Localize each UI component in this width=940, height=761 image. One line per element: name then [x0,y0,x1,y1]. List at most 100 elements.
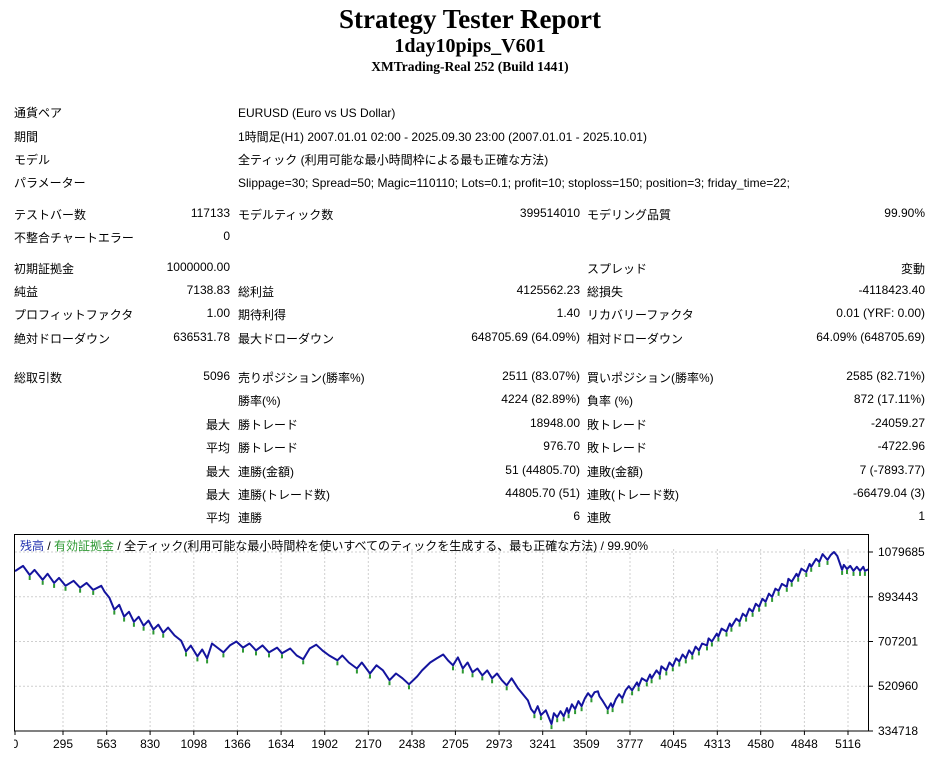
metric-label: 連勝(金額) [238,464,294,479]
metric-value: 117133 [190,205,230,220]
metric-value: 全ティック (利用可能な最小時間枠による最も正確な方法) [238,152,549,167]
report-row: モデル 全ティック (利用可能な最小時間枠による最も正確な方法) [14,148,926,171]
report-row: パラメーター Slippage=30; Spread=50; Magic=110… [14,171,926,194]
metric-value: 6 [573,509,580,524]
metric-label: テストバー数 [14,207,87,222]
metric-value: -24059.27 [870,415,925,430]
metric-label: 連敗(トレード数) [587,488,679,503]
metric-value: 64.09% (648705.69) [816,329,925,344]
metric-value: -4118423.40 [858,282,925,297]
metric-label: 敗トレード [587,441,648,456]
report-row: 期間 1時間足(H1) 2007.01.01 02:00 - 2025.09.3… [14,124,926,147]
report-header: Strategy Tester Report 1day10pips_V601 X… [0,4,940,75]
legend-separator: / [114,539,125,553]
metric-label: 初期証拠金 [14,261,75,276]
svg-text:4580: 4580 [747,737,774,751]
metric-label: 期待利得 [238,308,287,323]
section-spacer [14,350,926,366]
legend-separator: / [44,539,55,553]
legend-balance-label: 残高 [20,539,45,553]
metric-value: 1.00 [206,306,230,321]
metric-value: 5096 [203,369,230,384]
svg-text:334718: 334718 [878,724,918,738]
metric-label: 勝トレード [238,441,299,456]
metric-label: 相対ドローダウン [587,331,684,346]
metric-label: 総利益 [238,284,275,299]
legend-equity-label: 有効証拠金 [54,539,115,553]
legend-separator: / [597,539,608,553]
metric-value: 99.90% [884,205,925,220]
ea-name: 1day10pips_V601 [394,35,546,57]
svg-text:893443: 893443 [878,590,918,604]
metric-label: スプレッド [587,261,648,276]
report-row: 絶対ドローダウン 636531.78 最大ドローダウン 648705.69 (64.… [14,327,926,350]
svg-text:1079685: 1079685 [878,545,925,559]
metric-value: 7138.83 [186,282,230,297]
report-row: 最大 勝トレード 18948.00 敗トレード -24059.27 [14,413,926,436]
metric-value: 7 (-7893.77) [859,462,925,477]
metric-label: パラメーター [14,176,86,191]
metric-value: 1000000.00 [166,259,230,274]
metric-label: 純益 [14,284,39,299]
metric-label: リカバリーファクタ [587,308,694,323]
metric-value: 1時間足(H1) 2007.01.01 02:00 - 2025.09.30 2… [238,129,647,144]
metric-label: 絶対ドローダウン [14,331,111,346]
svg-text:2705: 2705 [442,737,469,751]
svg-text:4848: 4848 [791,737,818,751]
svg-text:520960: 520960 [878,679,918,693]
svg-text:295: 295 [53,737,73,751]
metric-label: 敗トレード [587,417,648,432]
metric-value: Slippage=30; Spread=50; Magic=110110; Lo… [238,175,790,190]
legend-quality: 99.90% [607,539,649,553]
report-row: 初期証拠金 1000000.00 スプレッド 変動 [14,256,926,279]
svg-text:3241: 3241 [529,737,556,751]
metric-label: 連勝(トレード数) [238,488,330,503]
report-row: 最大 連勝(金額) 51 (44805.70) 連敗(金額) 7 (-7893.77… [14,459,926,482]
metric-label: 買いポジション(勝率%) [587,371,714,386]
page-title: Strategy Tester Report [339,4,601,34]
metric-value: 平均 [205,511,230,526]
metric-value: 平均 [205,441,230,456]
svg-text:2438: 2438 [399,737,426,751]
metric-value: 648705.69 (64.09%) [471,329,580,344]
metric-value: 最大 [205,464,230,479]
report-row: 平均 連勝 6 連敗 1 [14,506,926,529]
report-row: 純益 7138.83 総利益 4125562.23 総損失 -4118423.40 [14,280,926,303]
metric-value: 1 [918,509,925,524]
metric-label: 売りポジション(勝率%) [238,371,365,386]
metric-label: 勝トレード [238,417,299,432]
report-row: 最大 連勝(トレード数) 44805.70 (51) 連敗(トレード数) -6647… [14,483,926,506]
svg-text:2170: 2170 [355,737,382,751]
metric-value: 399514010 [519,205,580,220]
metric-label: 負率 (%) [587,394,633,409]
metric-value: 872 (17.11%) [853,392,925,407]
chart-legend: 残高 / 有効証拠金 / 全ティック(利用可能な最小時間枠を使いすべてのティック… [20,537,648,554]
report-row: プロフィットファクタ 1.00 期待利得 1.40 リカバリーファクタ 0.01 (Y… [14,303,926,326]
metric-label: 連敗(金額) [587,464,643,479]
metric-value: 51 (44805.70) [505,462,580,477]
metric-value: 18948.00 [529,415,580,430]
svg-text:1634: 1634 [268,737,295,751]
svg-text:1902: 1902 [311,737,338,751]
metric-label: 総損失 [587,284,624,299]
metric-value: EURUSD (Euro vs US Dollar) [238,105,396,120]
svg-text:563: 563 [97,737,117,751]
report-table: 通貨ペア EURUSD (Euro vs US Dollar) 期間 1時間足(… [14,101,926,530]
metric-value: 最大 [205,488,230,503]
svg-text:3509: 3509 [573,737,600,751]
section-spacer [14,249,926,256]
metric-value: 最大 [205,417,230,432]
metric-value: 0 [223,229,230,244]
metric-label: プロフィットファクタ [14,308,134,323]
balance-curve-plot: 0 295 563 830 1098 1366 1634 1902 2170 2438 2705 29… [14,534,925,751]
svg-text:2973: 2973 [486,737,513,751]
section-spacer [14,195,926,203]
metric-value: 44805.70 (51) [505,486,580,501]
metric-value: -4722.96 [877,439,925,454]
metric-value: 0.01 (YRF: 0.00) [836,306,925,321]
metric-value: 2511 (83.07%) [502,369,580,384]
svg-text:4045: 4045 [660,737,687,751]
metric-value: 変動 [900,261,925,276]
metric-value: 1.40 [556,306,580,321]
